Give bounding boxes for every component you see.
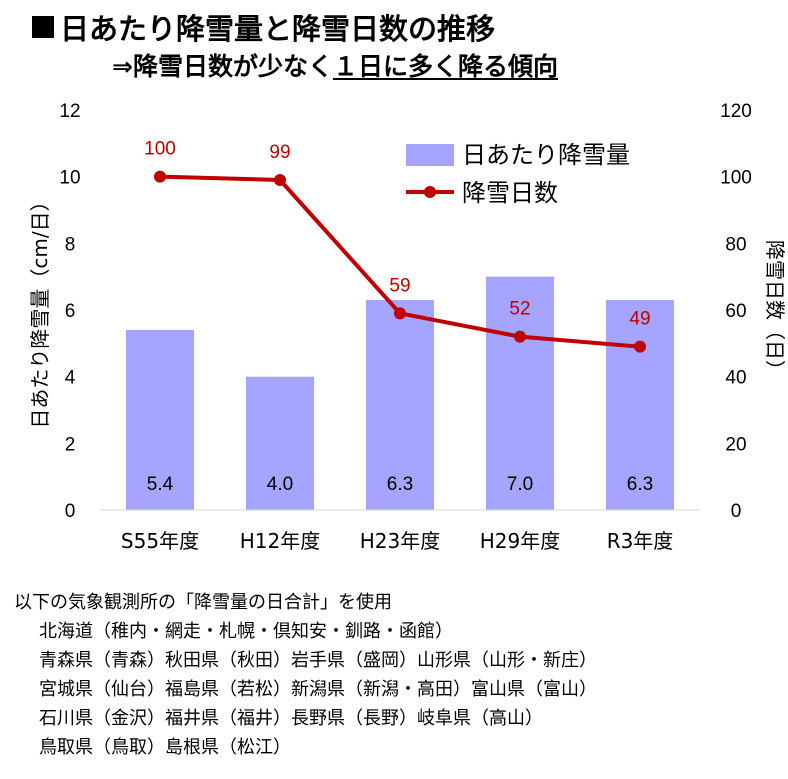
y-left-tick-label: 12 bbox=[59, 101, 80, 122]
bar-value-label: 4.0 bbox=[267, 474, 293, 495]
notes-line: 鳥取県（鳥取）島根県（松江） bbox=[39, 737, 291, 758]
y-left-tick-label: 8 bbox=[65, 234, 76, 255]
line-value-label: 99 bbox=[269, 142, 290, 163]
notes: 以下の気象観測所の「降雪量の日合計」を使用 北海道（稚内・網走・札幌・倶知安・釧… bbox=[14, 588, 597, 762]
legend-line-marker bbox=[424, 186, 436, 198]
legend-bar-label: 日あたり降雪量 bbox=[462, 141, 630, 169]
y-right-tick-label: 80 bbox=[725, 234, 746, 255]
bar bbox=[606, 300, 674, 510]
y-left-axis-title: 日あたり降雪量（cm/日） bbox=[28, 191, 52, 428]
x-tick-label: S55年度 bbox=[121, 529, 199, 553]
y-right-tick-label: 120 bbox=[720, 101, 752, 122]
line-value-label: 49 bbox=[629, 309, 650, 330]
y-left-tick-label: 10 bbox=[59, 168, 80, 189]
line-value-label: 59 bbox=[389, 275, 410, 296]
line-value-label: 100 bbox=[144, 139, 176, 160]
legend-line-label: 降雪日数 bbox=[462, 179, 558, 207]
bar-value-label: 5.4 bbox=[147, 474, 174, 495]
x-tick-label: R3年度 bbox=[607, 529, 674, 553]
chart-title: 日あたり降雪量と降雪日数の推移 bbox=[32, 6, 495, 48]
subtitle-prefix: ⇒降雪日数が少なく bbox=[112, 52, 333, 81]
x-tick-label: H23年度 bbox=[360, 529, 441, 553]
line-point bbox=[154, 170, 166, 183]
line-point bbox=[634, 340, 646, 353]
chart-title-text: 日あたり降雪量と降雪日数の推移 bbox=[60, 12, 496, 46]
y-left-tick-label: 2 bbox=[65, 434, 76, 455]
line-point bbox=[514, 330, 526, 343]
y-right-tick-label: 20 bbox=[725, 434, 746, 455]
bar-value-label: 7.0 bbox=[507, 474, 533, 495]
bar bbox=[246, 376, 314, 510]
bar bbox=[126, 330, 194, 510]
bar bbox=[366, 300, 434, 510]
y-left-tick-label: 4 bbox=[65, 368, 76, 389]
x-tick-label: H29年度 bbox=[480, 529, 561, 553]
y-right-tick-label: 0 bbox=[731, 501, 742, 522]
bar-value-label: 6.3 bbox=[387, 474, 413, 495]
line-point bbox=[394, 307, 406, 320]
y-right-tick-label: 60 bbox=[725, 301, 746, 322]
x-tick-label: H12年度 bbox=[240, 529, 321, 553]
y-left-tick-label: 6 bbox=[65, 301, 76, 322]
bar-value-label: 6.3 bbox=[627, 474, 653, 495]
line-point bbox=[274, 174, 286, 186]
legend-bar-swatch bbox=[406, 144, 454, 166]
notes-line: 北海道（稚内・網走・札幌・倶知安・釧路・函館） bbox=[39, 621, 453, 642]
notes-line: 青森県（青森）秋田県（秋田）岩手県（盛岡）山形県（山形・新庄） bbox=[39, 650, 597, 671]
bar bbox=[486, 276, 554, 510]
y-right-tick-label: 100 bbox=[720, 168, 752, 189]
square-bullet-icon bbox=[32, 16, 54, 38]
notes-lead: 以下の気象観測所の「降雪量の日合計」を使用 bbox=[14, 592, 392, 613]
notes-line: 宮城県（仙台）福島県（若松）新潟県（新潟・高田）富山県（富山） bbox=[39, 679, 597, 700]
y-right-tick-label: 40 bbox=[725, 368, 746, 389]
y-right-axis-title: 降雪日数（日） bbox=[763, 240, 787, 380]
chart-subtitle: ⇒降雪日数が少なく１日に多く降る傾向 bbox=[112, 47, 558, 83]
notes-line: 石川県（金沢）福井県（福井）長野県（長野）岐阜県（高山） bbox=[39, 708, 543, 729]
subtitle-underlined: １日に多く降る傾向 bbox=[332, 52, 558, 81]
line-value-label: 52 bbox=[509, 299, 530, 320]
y-left-tick-label: 0 bbox=[65, 501, 76, 522]
